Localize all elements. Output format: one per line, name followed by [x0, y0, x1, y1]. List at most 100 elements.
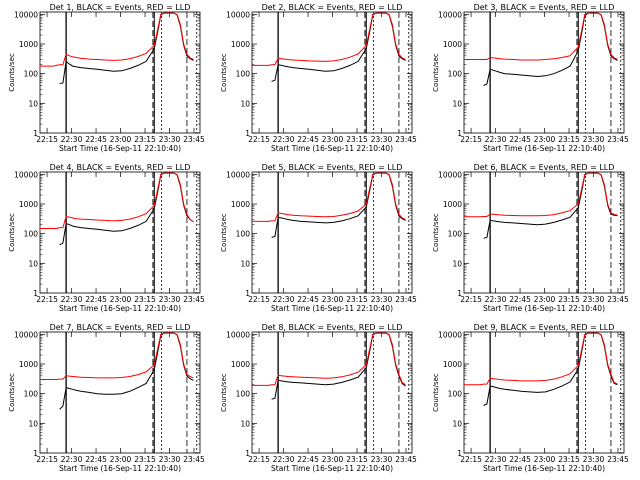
chart-title: Det 5, BLACK = Events, RED = LLD — [262, 163, 403, 172]
x-axis-label: Start Time (16-Sep-11 22:10:40) — [271, 144, 393, 153]
x-tick-label: 22:15 — [248, 135, 270, 144]
x-tick-label: 22:30 — [273, 135, 295, 144]
x-tick-label: 22:15 — [36, 455, 58, 464]
y-tick-label: 1 — [245, 289, 250, 298]
x-axis-label: Start Time (16-Sep-11 22:10:40) — [59, 144, 181, 153]
y-axis-label: Counts/sec — [8, 213, 16, 252]
x-tick-label: 22:45 — [297, 295, 319, 304]
x-tick-label: 23:00 — [322, 295, 344, 304]
y-tick-label: 1 — [33, 289, 38, 298]
y-tick-label: 100 — [236, 390, 251, 399]
x-tick-label: 22:30 — [61, 295, 83, 304]
x-tick-label: 23:00 — [534, 135, 556, 144]
x-tick-label: 23:45 — [607, 135, 629, 144]
plot-frame — [251, 171, 413, 294]
plot-frame — [463, 331, 625, 454]
series-line-lld — [252, 172, 406, 222]
series-line-lld — [464, 12, 618, 61]
x-axis-label: Start Time (16-Sep-11 22:10:40) — [483, 464, 605, 473]
y-tick-label: 10 — [452, 99, 462, 108]
y-tick-label: 1000 — [443, 40, 462, 49]
y-tick-label: 100 — [448, 230, 463, 239]
x-tick-label: 22:30 — [273, 455, 295, 464]
x-tick-label: 23:00 — [110, 295, 132, 304]
y-tick-label: 10 — [452, 259, 462, 268]
y-tick-label: 1000 — [443, 360, 462, 369]
x-tick-label: 23:30 — [159, 455, 181, 464]
x-tick-label: 22:45 — [85, 135, 107, 144]
chart-panel-6: Det 6, BLACK = Events, RED = LLD 1 10 100 10… — [432, 163, 629, 313]
x-tick-label: 22:15 — [248, 295, 270, 304]
x-tick-label: 22:30 — [485, 455, 507, 464]
x-tick-label: 22:15 — [460, 455, 482, 464]
y-axis-label: Counts/sec — [432, 213, 440, 252]
y-tick-label: 1 — [33, 449, 38, 458]
x-tick-label: 23:45 — [183, 455, 205, 464]
x-tick-label: 22:30 — [61, 455, 83, 464]
y-axis-label: Counts/sec — [220, 213, 228, 252]
series-line-lld — [40, 172, 194, 229]
y-tick-label: 10000 — [14, 10, 38, 19]
chart-panel-3: Det 3, BLACK = Events, RED = LLD 1 10 100 10… — [432, 3, 629, 153]
chart-panel-4: Det 4, BLACK = Events, RED = LLD 1 10 100 10… — [8, 163, 205, 313]
chart-title: Det 2, BLACK = Events, RED = LLD — [262, 3, 403, 12]
x-tick-label: 23:30 — [583, 455, 605, 464]
y-tick-label: 10 — [28, 99, 38, 108]
y-axis-label: Counts/sec — [8, 373, 16, 412]
y-tick-label: 1 — [457, 129, 462, 138]
x-tick-label: 23:30 — [159, 135, 181, 144]
plot-frame — [463, 11, 625, 134]
x-tick-label: 22:30 — [485, 295, 507, 304]
x-axis-label: Start Time (16-Sep-11 22:10:40) — [59, 304, 181, 313]
y-tick-label: 10 — [240, 419, 250, 428]
x-tick-label: 23:15 — [346, 455, 368, 464]
y-axis-label: Counts/sec — [432, 53, 440, 92]
x-tick-label: 22:45 — [297, 455, 319, 464]
x-tick-label: 22:15 — [248, 455, 270, 464]
plot-frame — [39, 11, 201, 134]
x-tick-label: 23:00 — [534, 295, 556, 304]
y-tick-label: 1 — [457, 449, 462, 458]
plot-frame — [39, 331, 201, 454]
y-tick-label: 100 — [24, 390, 39, 399]
x-tick-label: 23:15 — [558, 135, 580, 144]
y-tick-label: 100 — [236, 230, 251, 239]
y-tick-label: 10 — [240, 259, 250, 268]
y-tick-label: 10000 — [14, 330, 38, 339]
y-tick-label: 100 — [24, 230, 39, 239]
y-tick-label: 1000 — [19, 40, 38, 49]
x-axis-label: Start Time (16-Sep-11 22:10:40) — [483, 144, 605, 153]
x-tick-label: 23:15 — [134, 455, 156, 464]
x-tick-label: 23:15 — [558, 455, 580, 464]
x-tick-label: 22:15 — [460, 295, 482, 304]
chart-title: Det 8, BLACK = Events, RED = LLD — [262, 323, 403, 332]
y-tick-label: 1000 — [443, 200, 462, 209]
series-line-lld — [40, 12, 194, 67]
x-tick-label: 22:30 — [485, 135, 507, 144]
x-tick-label: 22:45 — [509, 455, 531, 464]
series-line-lld — [252, 332, 406, 386]
y-tick-label: 1000 — [231, 200, 250, 209]
y-tick-label: 100 — [448, 70, 463, 79]
chart-panel-1: Det 1, BLACK = Events, RED = LLD 1 10 100 10… — [8, 3, 205, 153]
y-tick-label: 10 — [240, 99, 250, 108]
x-tick-label: 23:45 — [395, 295, 417, 304]
x-tick-label: 23:00 — [322, 135, 344, 144]
x-tick-label: 23:00 — [322, 455, 344, 464]
x-tick-label: 23:15 — [558, 295, 580, 304]
x-tick-label: 23:45 — [183, 135, 205, 144]
x-tick-label: 22:15 — [36, 135, 58, 144]
y-tick-label: 1 — [245, 449, 250, 458]
y-tick-label: 1 — [245, 129, 250, 138]
chart-title: Det 1, BLACK = Events, RED = LLD — [50, 3, 191, 12]
chart-panel-5: Det 5, BLACK = Events, RED = LLD 1 10 100 10… — [220, 163, 417, 313]
plot-frame — [251, 331, 413, 454]
x-tick-label: 23:45 — [183, 295, 205, 304]
y-tick-label: 10000 — [226, 170, 250, 179]
x-tick-label: 23:45 — [607, 455, 629, 464]
y-tick-label: 1000 — [231, 40, 250, 49]
y-tick-label: 10 — [452, 419, 462, 428]
x-tick-label: 23:00 — [534, 455, 556, 464]
x-tick-label: 22:30 — [273, 295, 295, 304]
